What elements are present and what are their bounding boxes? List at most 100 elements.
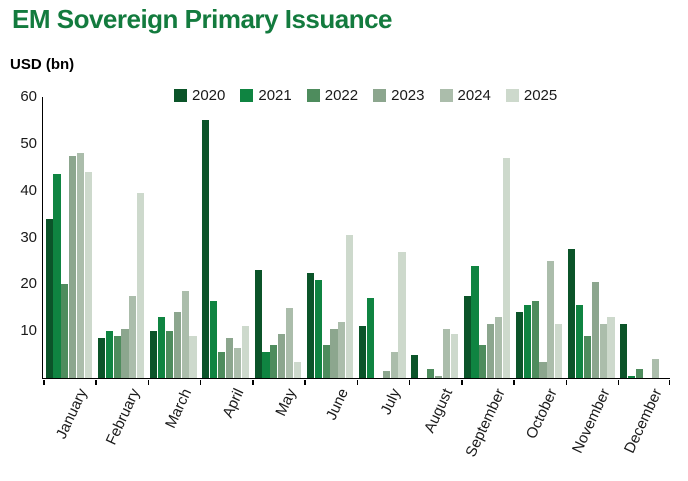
legend-swatch-2021 bbox=[240, 89, 254, 102]
bar-2020-may bbox=[254, 270, 262, 378]
bar-2020-october bbox=[515, 312, 523, 378]
bar-2024-december bbox=[651, 359, 659, 378]
x-axis-tick bbox=[95, 379, 97, 385]
bar-2020-february bbox=[97, 338, 105, 378]
bar-2025-march bbox=[189, 335, 197, 378]
bar-2022-may bbox=[270, 345, 278, 378]
bar-2020-july bbox=[359, 326, 367, 378]
bar-2025-april bbox=[241, 326, 249, 378]
y-tick-label-60: 60 bbox=[20, 88, 37, 105]
bar-2022-august bbox=[427, 368, 435, 378]
bar-2025-june bbox=[346, 235, 354, 378]
x-axis-tick bbox=[565, 379, 567, 385]
x-axis-label-march: March bbox=[162, 386, 196, 431]
legend-item-2020: 2020 bbox=[174, 87, 225, 104]
bar-2021-december bbox=[628, 375, 636, 378]
bar-2020-september bbox=[463, 296, 471, 378]
x-axis-tick bbox=[147, 379, 149, 385]
legend-item-2021: 2021 bbox=[240, 87, 292, 104]
bar-2023-october bbox=[539, 361, 547, 378]
x-axis-label-january: January bbox=[52, 386, 91, 442]
bar-2023-august bbox=[434, 375, 443, 378]
legend-label-2022: 2022 bbox=[324, 87, 359, 104]
bar-2023-november bbox=[591, 282, 599, 378]
x-axis-label-april: April bbox=[219, 386, 248, 421]
y-tick-label-20: 20 bbox=[20, 275, 37, 293]
legend-item-2025: 2025 bbox=[505, 87, 558, 104]
plot-area: 60 50 40 30 20 10 January February March April May… bbox=[20, 88, 670, 460]
bar-2021-january bbox=[53, 174, 61, 378]
bar-2023-march bbox=[173, 312, 181, 378]
bar-2020-december bbox=[620, 324, 628, 378]
x-axis-label-september: September bbox=[462, 386, 509, 460]
bar-2022-june bbox=[322, 345, 330, 378]
bar-2021-july bbox=[366, 298, 375, 378]
bar-2024-october bbox=[547, 260, 555, 378]
legend-item-2023: 2023 bbox=[373, 87, 425, 104]
bar-2024-november bbox=[599, 324, 607, 378]
chart-title: EM Sovereign Primary Issuance bbox=[12, 4, 393, 34]
y-tick-label-30: 30 bbox=[20, 228, 37, 246]
y-tick-label-40: 40 bbox=[20, 181, 37, 199]
x-axis-label-october: October bbox=[523, 386, 562, 442]
bar-2023-april bbox=[225, 338, 234, 378]
legend-label-2023: 2023 bbox=[391, 87, 425, 104]
x-axis-label-june: June bbox=[322, 386, 353, 423]
bar-2023-february bbox=[121, 328, 129, 378]
bar-2023-july bbox=[382, 370, 390, 378]
x-axis-label-february: February bbox=[102, 386, 144, 448]
x-axis-tick bbox=[668, 379, 670, 385]
bar-2025-february bbox=[137, 193, 145, 378]
bar-2020-march bbox=[150, 331, 158, 378]
bar-2022-february bbox=[113, 335, 121, 378]
bar-2025-may bbox=[293, 361, 302, 378]
bar-2022-april bbox=[218, 352, 226, 378]
x-axis-label-december: December bbox=[620, 386, 666, 456]
bar-2022-march bbox=[165, 331, 173, 378]
y-tick-label-50: 50 bbox=[20, 134, 37, 152]
bar-2024-february bbox=[129, 296, 137, 378]
bar-2024-may bbox=[286, 307, 294, 378]
bar-2023-september bbox=[487, 324, 495, 378]
x-axis-label-july: July bbox=[377, 386, 405, 418]
x-axis-tick bbox=[252, 379, 254, 385]
legend-swatch-2020 bbox=[174, 89, 187, 102]
bar-2025-november bbox=[607, 317, 615, 378]
bar-2020-january bbox=[45, 218, 53, 378]
legend-swatch-2023 bbox=[373, 89, 387, 102]
bar-2025-july bbox=[398, 251, 406, 378]
bar-2024-january bbox=[77, 153, 85, 378]
bar-2022-january bbox=[61, 284, 69, 378]
bar-2020-april bbox=[202, 120, 210, 378]
bar-2020-november bbox=[568, 249, 576, 378]
bar-2025-october bbox=[555, 324, 563, 378]
legend-label-2025: 2025 bbox=[523, 87, 558, 104]
x-axis-label-august: August bbox=[421, 386, 457, 436]
legend-swatch-2022 bbox=[306, 89, 320, 102]
bar-2021-november bbox=[575, 305, 584, 378]
bar-2021-may bbox=[262, 352, 270, 378]
bar-2023-june bbox=[330, 328, 338, 378]
x-axis-tick bbox=[461, 379, 463, 385]
bar-2024-april bbox=[233, 347, 241, 378]
bar-2024-august bbox=[442, 328, 450, 378]
bar-2021-june bbox=[314, 279, 322, 378]
bar-2021-april bbox=[210, 300, 218, 378]
bar-2021-march bbox=[157, 317, 166, 378]
x-axis-tick bbox=[513, 379, 515, 385]
bar-2022-december bbox=[636, 368, 644, 378]
bar-2022-october bbox=[531, 300, 539, 378]
bar-2021-october bbox=[523, 305, 531, 378]
bar-2020-june bbox=[306, 272, 314, 378]
x-axis-tick bbox=[199, 379, 202, 385]
bar-2022-september bbox=[479, 345, 487, 378]
bar-2024-september bbox=[495, 317, 503, 378]
bar-2023-may bbox=[278, 333, 286, 378]
bar-2022-november bbox=[583, 335, 591, 378]
bar-2021-september bbox=[471, 265, 479, 378]
bar-2025-september bbox=[502, 157, 511, 378]
x-axis-label-november: November bbox=[568, 386, 614, 456]
x-axis-label-may: May bbox=[272, 386, 300, 419]
x-axis-tick bbox=[43, 379, 45, 385]
x-axis-tick bbox=[617, 379, 620, 385]
